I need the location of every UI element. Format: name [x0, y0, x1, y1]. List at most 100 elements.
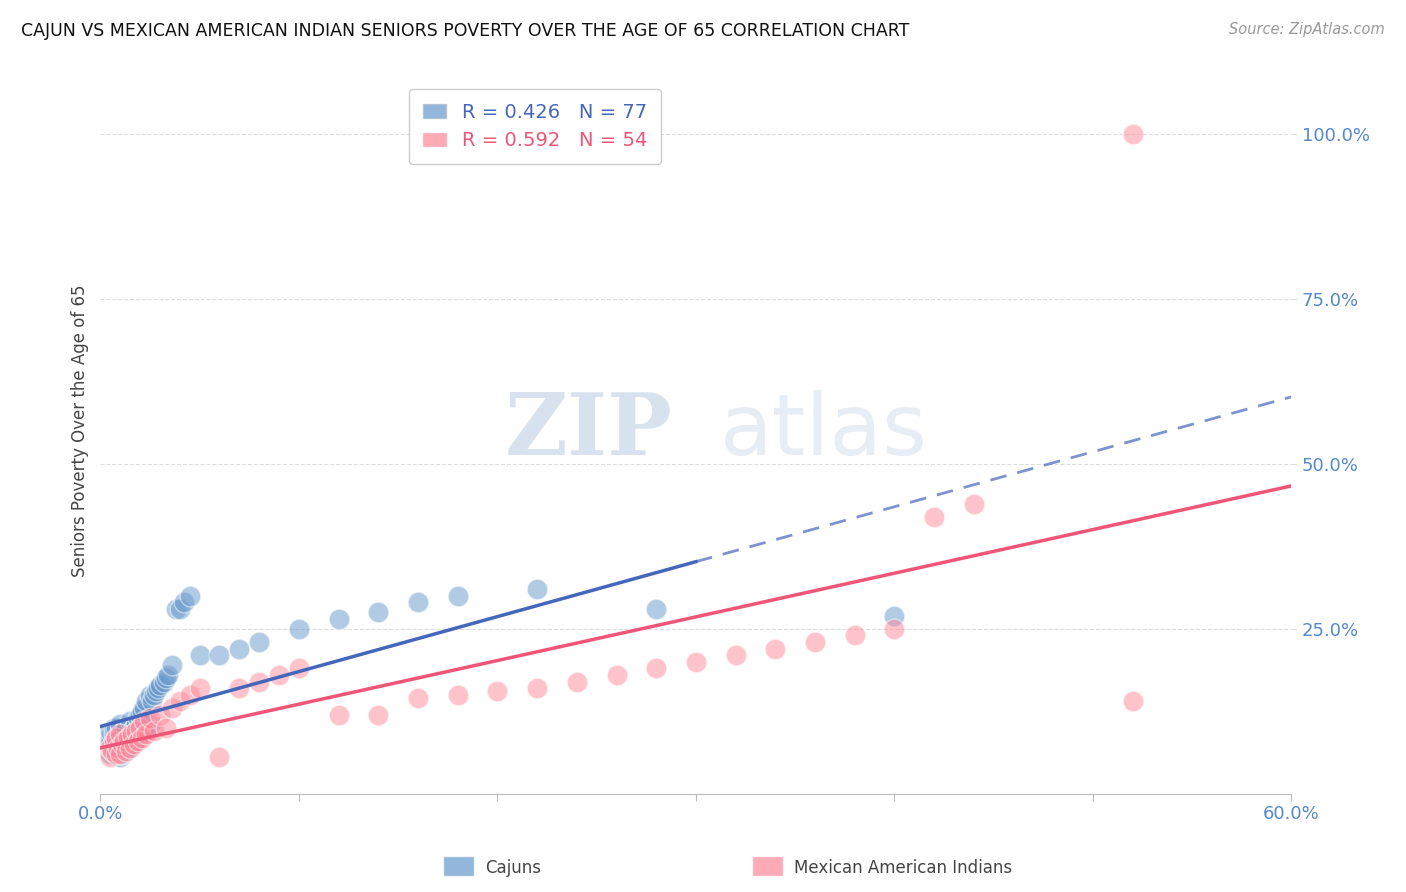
Point	[883, 622, 905, 636]
Point	[963, 497, 986, 511]
Point	[105, 737, 128, 751]
Point	[153, 674, 176, 689]
Point	[179, 688, 201, 702]
Point	[139, 711, 162, 725]
Point	[156, 668, 179, 682]
Point	[125, 724, 148, 739]
Point	[115, 744, 138, 758]
Point	[111, 747, 134, 761]
Point	[129, 721, 152, 735]
Point	[804, 635, 827, 649]
Text: Source: ZipAtlas.com: Source: ZipAtlas.com	[1229, 22, 1385, 37]
Point	[132, 714, 155, 728]
Point	[142, 724, 165, 739]
Point	[165, 602, 187, 616]
Point	[98, 750, 121, 764]
Point	[228, 641, 250, 656]
Point	[111, 737, 134, 751]
Point	[146, 681, 169, 696]
Text: ZIP: ZIP	[505, 389, 672, 473]
Point	[103, 734, 125, 748]
Point	[98, 737, 121, 751]
Point	[115, 744, 138, 758]
Point	[208, 750, 231, 764]
Point	[247, 635, 270, 649]
Point	[107, 734, 129, 748]
Point	[101, 744, 124, 758]
Point	[105, 721, 128, 735]
Point	[107, 740, 129, 755]
Point	[526, 582, 548, 597]
Point	[645, 661, 668, 675]
Point	[120, 740, 142, 755]
Point	[267, 668, 290, 682]
Point	[141, 694, 163, 708]
Point	[288, 661, 311, 675]
Point	[155, 671, 177, 685]
Point	[288, 622, 311, 636]
Point	[724, 648, 747, 663]
Point	[121, 724, 143, 739]
Point	[145, 684, 167, 698]
Point	[120, 740, 142, 755]
Point	[111, 727, 134, 741]
Point	[922, 509, 945, 524]
Point	[105, 731, 128, 745]
Point	[155, 721, 177, 735]
Point	[132, 701, 155, 715]
Point	[367, 606, 389, 620]
Point	[112, 746, 135, 760]
Point	[131, 726, 153, 740]
Point	[135, 721, 157, 735]
Point	[844, 628, 866, 642]
Point	[645, 602, 668, 616]
Point	[208, 648, 231, 663]
Point	[117, 731, 139, 745]
Point	[122, 721, 145, 735]
Point	[135, 727, 157, 741]
Point	[129, 707, 152, 722]
Text: CAJUN VS MEXICAN AMERICAN INDIAN SENIORS POVERTY OVER THE AGE OF 65 CORRELATION : CAJUN VS MEXICAN AMERICAN INDIAN SENIORS…	[21, 22, 910, 40]
Point	[139, 688, 162, 702]
Point	[565, 674, 588, 689]
Point	[406, 691, 429, 706]
Point	[406, 595, 429, 609]
Point	[367, 707, 389, 722]
Point	[139, 717, 162, 731]
Point	[447, 688, 470, 702]
Point	[131, 704, 153, 718]
Point	[160, 658, 183, 673]
Point	[125, 717, 148, 731]
Point	[112, 734, 135, 748]
Point	[526, 681, 548, 696]
Point	[131, 731, 153, 745]
Point	[115, 734, 138, 748]
Point	[121, 739, 143, 754]
Point	[117, 742, 139, 756]
Point	[122, 737, 145, 751]
Point	[129, 727, 152, 741]
Point	[605, 668, 627, 682]
Point	[1122, 694, 1144, 708]
Point	[108, 731, 131, 745]
Point	[122, 737, 145, 751]
Text: atlas: atlas	[720, 390, 928, 473]
Point	[328, 612, 350, 626]
Point	[883, 608, 905, 623]
Point	[117, 731, 139, 745]
Point	[169, 602, 191, 616]
Point	[108, 724, 131, 739]
Point	[121, 727, 143, 741]
Point	[108, 717, 131, 731]
Point	[111, 737, 134, 751]
Point	[1122, 128, 1144, 142]
Legend: R = 0.426   N = 77, R = 0.592   N = 54: R = 0.426 N = 77, R = 0.592 N = 54	[409, 89, 661, 164]
Point	[179, 589, 201, 603]
Text: Cajuns: Cajuns	[485, 859, 541, 877]
Point	[188, 648, 211, 663]
Point	[127, 711, 149, 725]
Point	[98, 724, 121, 739]
Point	[105, 747, 128, 761]
Y-axis label: Seniors Poverty Over the Age of 65: Seniors Poverty Over the Age of 65	[72, 285, 89, 577]
Point	[447, 589, 470, 603]
